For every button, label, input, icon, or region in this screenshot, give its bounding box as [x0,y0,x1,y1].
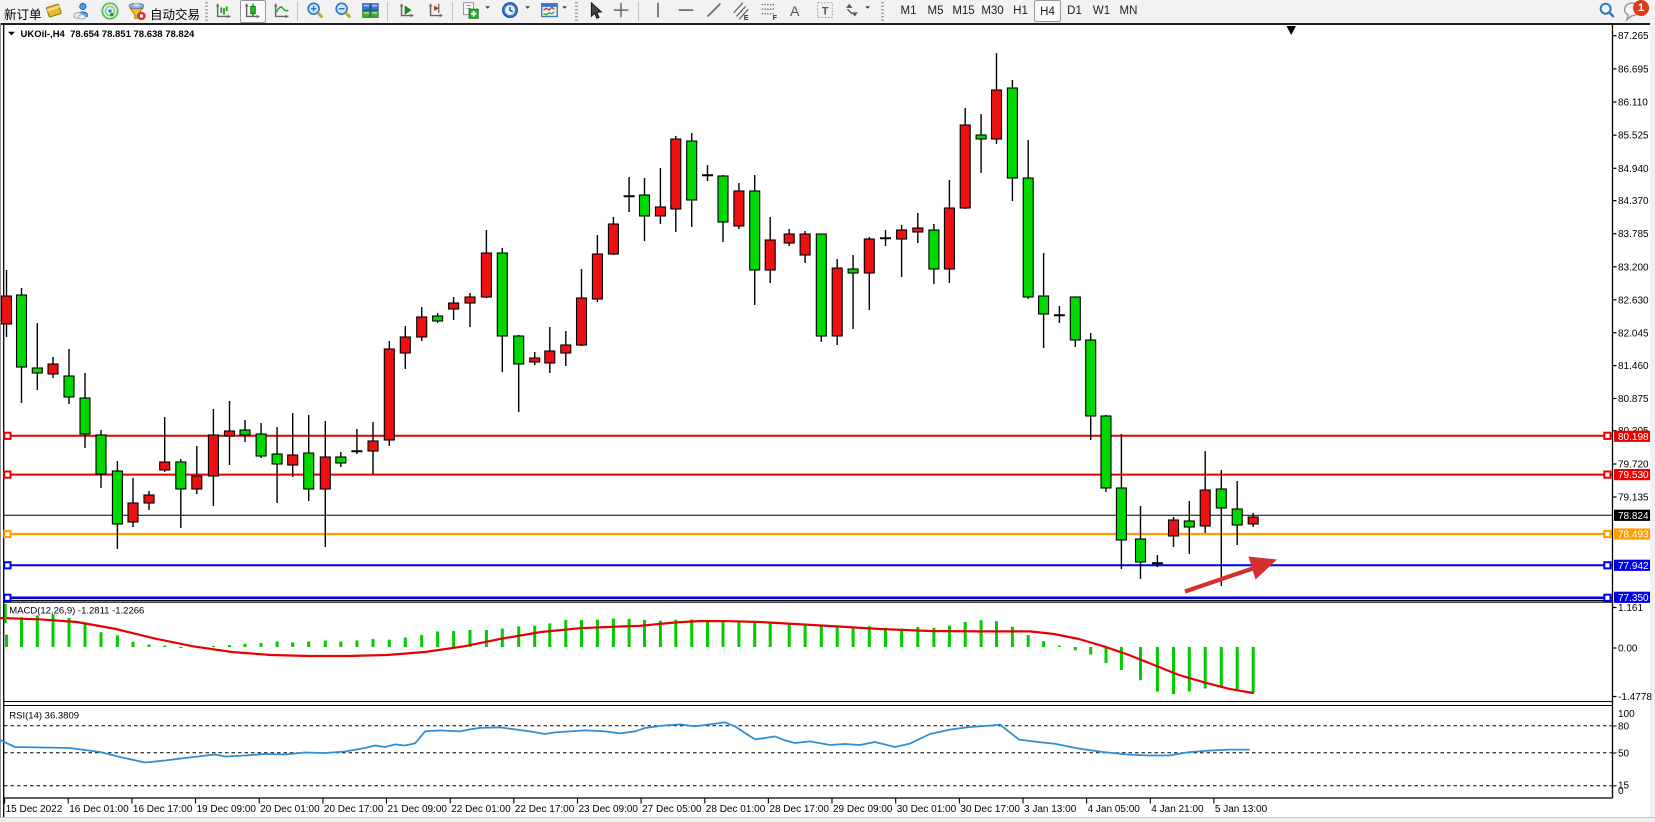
svg-text:4 Jan 21:00: 4 Jan 21:00 [1151,804,1204,815]
svg-text:84.940: 84.940 [1618,164,1649,175]
svg-text:77.942: 77.942 [1618,561,1649,572]
svg-text:MACD(12,26,9) -1.2811 -1.2266: MACD(12,26,9) -1.2811 -1.2266 [9,606,144,617]
svg-text:28 Dec 17:00: 28 Dec 17:00 [769,804,829,815]
svg-text:1.161: 1.161 [1618,603,1643,614]
svg-text:79.135: 79.135 [1618,493,1649,504]
svg-text:23 Dec 09:00: 23 Dec 09:00 [579,804,639,815]
svg-text:20 Dec 01:00: 20 Dec 01:00 [260,804,320,815]
svg-text:78.493: 78.493 [1618,530,1649,541]
svg-text:86.695: 86.695 [1618,64,1649,75]
svg-text:30 Dec 17:00: 30 Dec 17:00 [960,804,1020,815]
svg-text:F: F [773,13,778,21]
svg-text:16 Dec 01:00: 16 Dec 01:00 [69,804,129,815]
svg-text:83.785: 83.785 [1618,229,1649,240]
svg-text:100: 100 [1618,709,1635,720]
svg-text:28 Dec 01:00: 28 Dec 01:00 [706,804,766,815]
svg-text:27 Dec 05:00: 27 Dec 05:00 [642,804,702,815]
svg-text:-1.4778: -1.4778 [1618,692,1652,703]
svg-text:E: E [744,13,749,21]
svg-text:30 Dec 01:00: 30 Dec 01:00 [897,804,957,815]
svg-text:83.200: 83.200 [1618,262,1649,273]
svg-text:RSI(14) 36.3809: RSI(14) 36.3809 [9,711,79,722]
svg-text:22 Dec 17:00: 22 Dec 17:00 [515,804,575,815]
svg-text:21 Dec 09:00: 21 Dec 09:00 [388,804,448,815]
svg-text:84.370: 84.370 [1618,196,1649,207]
svg-text:80.875: 80.875 [1618,394,1649,405]
svg-text:15: 15 [1618,781,1630,792]
svg-text:86.110: 86.110 [1618,98,1648,109]
svg-text:77.350: 77.350 [1618,593,1649,604]
svg-text:3 Jan 13:00: 3 Jan 13:00 [1024,804,1077,815]
svg-text:5 Jan 13:00: 5 Jan 13:00 [1215,804,1268,815]
svg-text:19 Dec 09:00: 19 Dec 09:00 [197,804,257,815]
svg-text:85.525: 85.525 [1618,131,1649,142]
svg-text:79.720: 79.720 [1618,460,1649,471]
svg-text:15 Dec 2022: 15 Dec 2022 [6,804,63,815]
svg-text:29 Dec 09:00: 29 Dec 09:00 [833,804,893,815]
svg-text:79.530: 79.530 [1618,470,1649,481]
svg-text:80: 80 [1618,722,1630,733]
svg-text:0.00: 0.00 [1618,644,1638,655]
svg-text:81.460: 81.460 [1618,361,1649,372]
svg-text:82.630: 82.630 [1618,295,1649,306]
svg-text:4 Jan 05:00: 4 Jan 05:00 [1088,804,1141,815]
svg-text:T: T [822,6,829,18]
svg-text:87.265: 87.265 [1618,31,1649,42]
svg-text:20 Dec 17:00: 20 Dec 17:00 [324,804,384,815]
svg-text:UKOil-,H4 78.654 78.851 78.63: UKOil-,H4 78.654 78.851 78.638 78.824 [21,29,195,40]
svg-text:50: 50 [1618,749,1630,760]
svg-text:78.824: 78.824 [1618,511,1649,522]
svg-text:80.198: 80.198 [1618,432,1649,443]
svg-text:22 Dec 01:00: 22 Dec 01:00 [451,804,511,815]
svg-text:0: 0 [1618,786,1624,797]
svg-text:16 Dec 17:00: 16 Dec 17:00 [133,804,193,815]
svg-text:82.045: 82.045 [1618,328,1649,339]
